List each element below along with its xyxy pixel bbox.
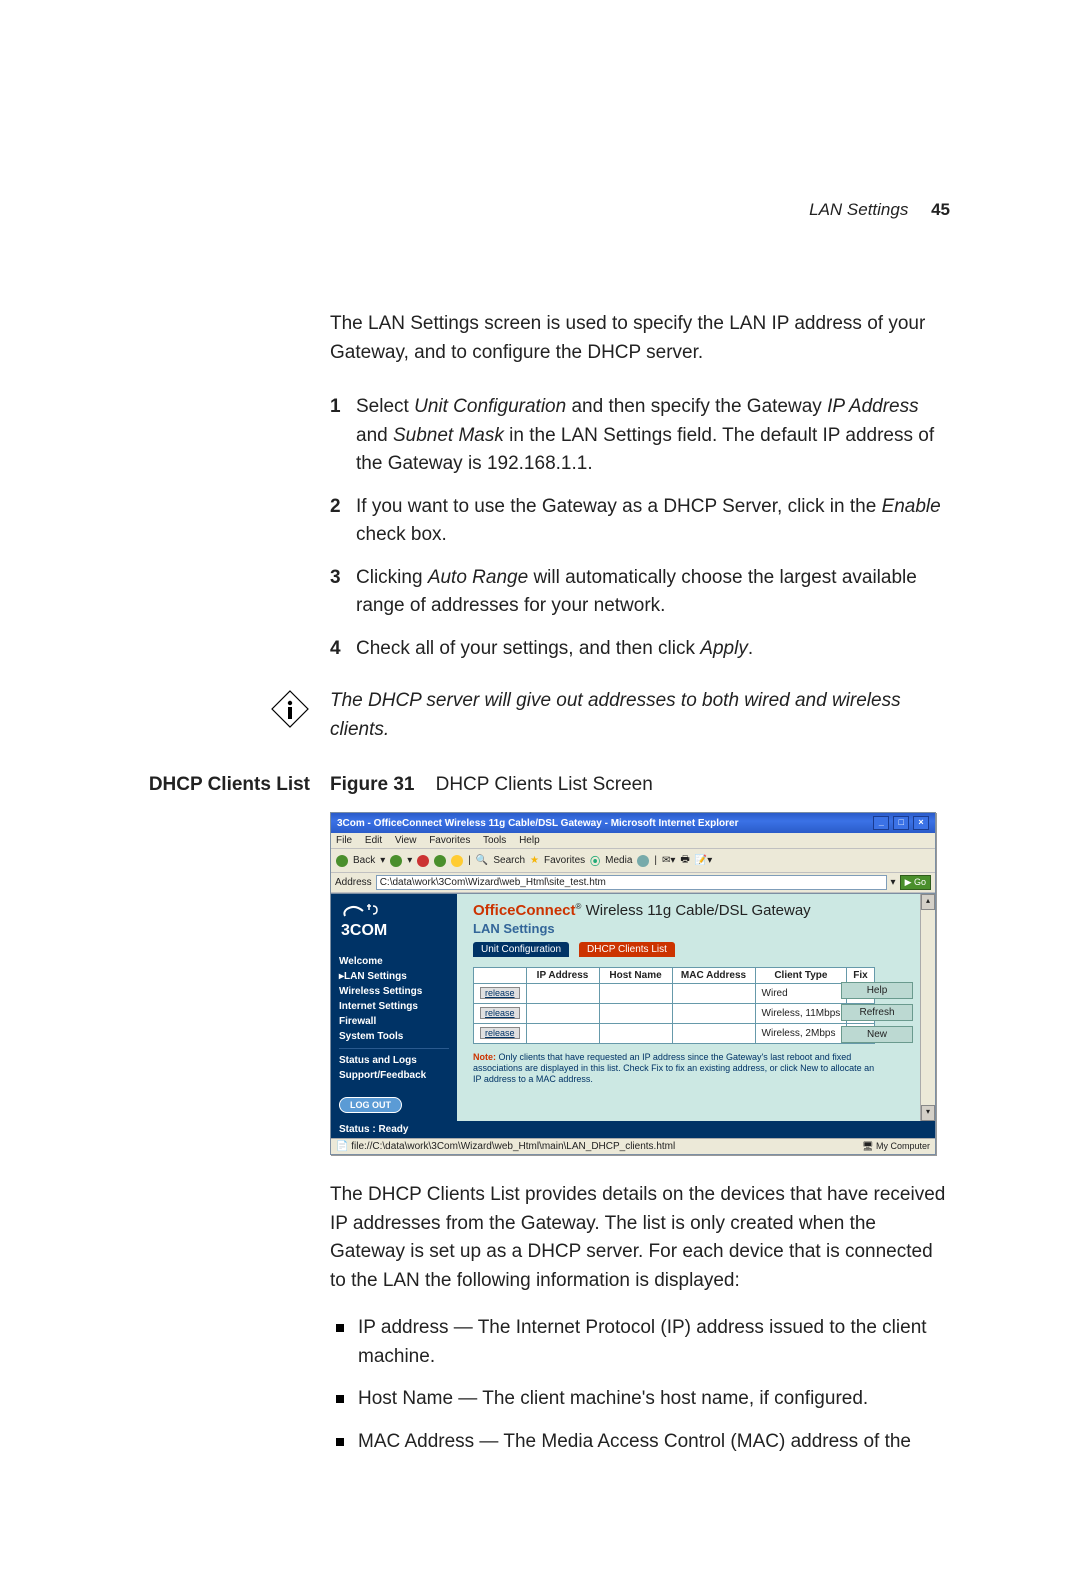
- scroll-down-icon[interactable]: ▾: [921, 1105, 935, 1121]
- header-page: 45: [913, 200, 950, 219]
- back-label[interactable]: Back: [353, 855, 375, 866]
- edit-icon[interactable]: 📝▾: [695, 855, 712, 866]
- section-title: LAN Settings: [473, 921, 919, 936]
- refresh-icon[interactable]: [434, 855, 446, 867]
- window-title: 3Com - OfficeConnect Wireless 11g Cable/…: [337, 818, 739, 829]
- tab-unit-configuration[interactable]: Unit Configuration: [473, 942, 569, 957]
- header-title: LAN Settings: [809, 200, 908, 219]
- col-host: Host Name: [599, 968, 672, 984]
- favorites-label[interactable]: Favorites: [544, 855, 585, 866]
- sidebar-item-status[interactable]: Status and Logs: [339, 1053, 449, 1068]
- logout-button[interactable]: LOG OUT: [339, 1097, 402, 1113]
- stop-icon[interactable]: [417, 855, 429, 867]
- figure-caption: DHCP Clients List Screen: [436, 774, 653, 795]
- home-icon[interactable]: [451, 855, 463, 867]
- step-number: 2: [330, 493, 356, 550]
- ie-status-left: 📄 file://C:\data\work\3Com\Wizard\web_Ht…: [336, 1141, 675, 1152]
- col-ctype: Client Type: [755, 968, 847, 984]
- sidebar-item-firewall[interactable]: Firewall: [339, 1014, 449, 1029]
- note-text: The DHCP server will give out addresses …: [330, 687, 950, 744]
- sidebar-item-lan[interactable]: LAN Settings: [339, 969, 449, 984]
- new-button[interactable]: New: [841, 1026, 913, 1043]
- step-number: 3: [330, 564, 356, 621]
- list-item: Host Name — The client machine's host na…: [330, 1385, 950, 1414]
- search-label[interactable]: Search: [493, 855, 525, 866]
- step-text: Select Unit Configuration and then speci…: [356, 393, 950, 479]
- history-icon[interactable]: [637, 855, 649, 867]
- minimize-icon[interactable]: _: [873, 816, 889, 830]
- media-icon[interactable]: ⦿: [590, 853, 600, 868]
- address-label: Address: [335, 877, 372, 888]
- release-button[interactable]: release: [480, 987, 520, 999]
- step-text: If you want to use the Gateway as a DHCP…: [356, 493, 950, 550]
- table-row: release Wireless, 2Mbps: [474, 1024, 875, 1044]
- dhcp-clients-table: IP Address Host Name MAC Address Client …: [473, 967, 875, 1044]
- go-button[interactable]: ▶ Go: [900, 875, 931, 890]
- list-item: MAC Address — The Media Access Control (…: [330, 1428, 950, 1457]
- menu-edit[interactable]: Edit: [365, 835, 382, 846]
- main-panel: ▴ ▾ OfficeConnect® Wireless 11g Cable/DS…: [457, 894, 935, 1121]
- print-icon[interactable]: 🖶: [680, 852, 689, 869]
- step-number: 4: [330, 635, 356, 664]
- router-status-bar: Status : Ready: [331, 1121, 935, 1138]
- menu-tools[interactable]: Tools: [483, 835, 506, 846]
- menu-view[interactable]: View: [395, 835, 417, 846]
- menu-bar: File Edit View Favorites Tools Help: [331, 833, 935, 849]
- menu-help[interactable]: Help: [519, 835, 540, 846]
- favorites-icon[interactable]: ★: [530, 855, 539, 866]
- menu-favorites[interactable]: Favorites: [429, 835, 470, 846]
- sidebar: 3COM Welcome LAN Settings Wireless Setti…: [331, 894, 457, 1121]
- toolbar: Back ▾ ▾ | 🔍 Search ★ Favorites ⦿ Media …: [331, 849, 935, 873]
- intro-paragraph: The LAN Settings screen is used to speci…: [330, 310, 950, 367]
- sidebar-item-internet[interactable]: Internet Settings: [339, 999, 449, 1014]
- product-title: OfficeConnect® Wireless 11g Cable/DSL Ga…: [473, 902, 919, 919]
- step-text: Check all of your settings, and then cli…: [356, 635, 950, 664]
- address-bar: Address C:\data\work\3Com\Wizard\web_Htm…: [331, 873, 935, 893]
- sidebar-item-welcome[interactable]: Welcome: [339, 954, 449, 969]
- scrollbar[interactable]: ▴ ▾: [920, 894, 935, 1121]
- table-row: release Wired: [474, 984, 875, 1004]
- sidebar-item-wireless[interactable]: Wireless Settings: [339, 984, 449, 999]
- search-icon[interactable]: 🔍: [476, 855, 488, 866]
- back-icon[interactable]: [336, 855, 348, 867]
- col-ip: IP Address: [526, 968, 599, 984]
- menu-file[interactable]: File: [336, 835, 352, 846]
- release-button[interactable]: release: [480, 1007, 520, 1019]
- forward-icon[interactable]: [390, 855, 402, 867]
- media-label[interactable]: Media: [605, 855, 632, 866]
- mail-icon[interactable]: ✉▾: [662, 855, 675, 866]
- figure-label: Figure 31: [330, 774, 414, 795]
- screenshot-window: 3Com - OfficeConnect Wireless 11g Cable/…: [330, 812, 936, 1155]
- bullet-list: IP address — The Internet Protocol (IP) …: [330, 1314, 950, 1456]
- window-titlebar: 3Com - OfficeConnect Wireless 11g Cable/…: [331, 813, 935, 833]
- list-item: IP address — The Internet Protocol (IP) …: [330, 1314, 950, 1371]
- brand-logo: 3COM: [331, 894, 457, 950]
- table-row: release Wireless, 11Mbps: [474, 1004, 875, 1024]
- release-button[interactable]: release: [480, 1027, 520, 1039]
- address-input[interactable]: C:\data\work\3Com\Wizard\web_Html\site_t…: [376, 875, 887, 890]
- refresh-button[interactable]: Refresh: [841, 1004, 913, 1021]
- section-heading: DHCP Clients List: [130, 774, 330, 796]
- after-paragraph: The DHCP Clients List provides details o…: [330, 1181, 950, 1295]
- ie-status-right: 🖥 My Computer: [862, 1141, 930, 1152]
- col-mac: MAC Address: [672, 968, 755, 984]
- scroll-up-icon[interactable]: ▴: [921, 894, 935, 910]
- ie-status-bar: 📄 file://C:\data\work\3Com\Wizard\web_Ht…: [331, 1138, 935, 1154]
- maximize-icon[interactable]: □: [893, 816, 909, 830]
- steps-list: 1 Select Unit Configuration and then spe…: [330, 393, 950, 663]
- figure-caption-row: Figure 31 DHCP Clients List Screen: [330, 774, 653, 796]
- sidebar-item-system[interactable]: System Tools: [339, 1029, 449, 1044]
- router-ui: 3COM Welcome LAN Settings Wireless Setti…: [331, 893, 935, 1121]
- running-header: LAN Settings 45: [130, 200, 950, 220]
- step-number: 1: [330, 393, 356, 479]
- table-note: Note: Only clients that have requested a…: [457, 1048, 935, 1090]
- sidebar-item-support[interactable]: Support/Feedback: [339, 1068, 449, 1083]
- tab-dhcp-clients[interactable]: DHCP Clients List: [579, 942, 675, 957]
- brand-text: 3COM: [341, 922, 447, 940]
- help-button[interactable]: Help: [841, 982, 913, 999]
- step-text: Clicking Auto Range will automatically c…: [356, 564, 950, 621]
- close-icon[interactable]: ×: [913, 816, 929, 830]
- info-icon: [270, 689, 310, 734]
- window-buttons: _ □ ×: [872, 816, 929, 830]
